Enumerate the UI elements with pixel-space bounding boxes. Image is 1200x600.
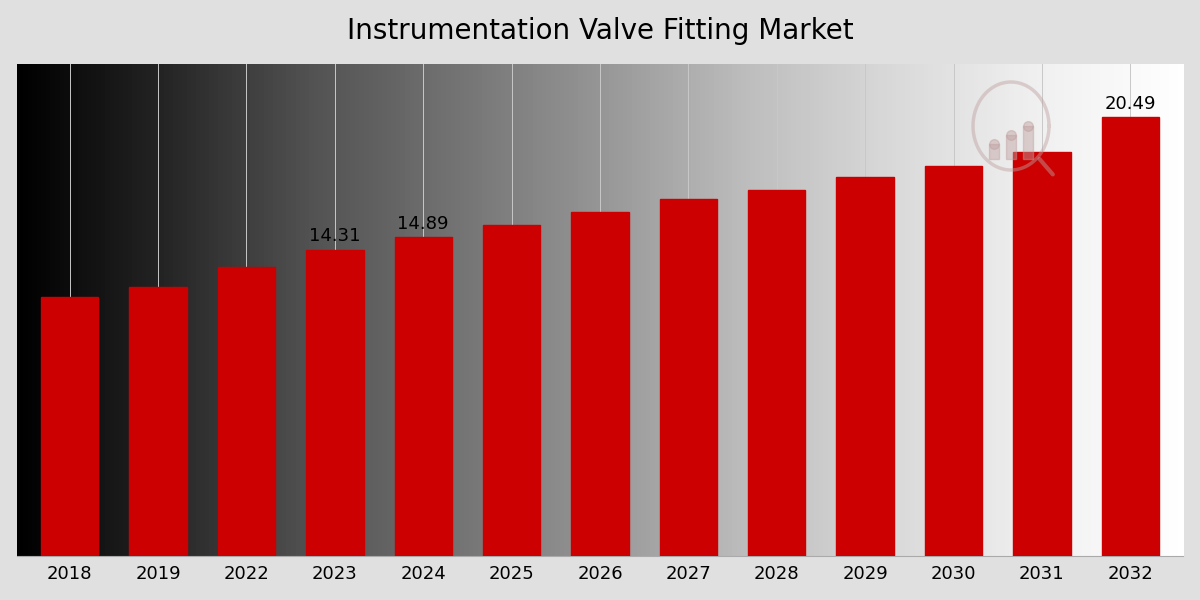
Bar	[130, 287, 187, 556]
Bar	[482, 225, 540, 556]
Bar	[1102, 118, 1159, 556]
Bar	[217, 267, 275, 556]
Text: 20.49: 20.49	[1104, 95, 1156, 113]
Bar	[1022, 126, 1033, 159]
Bar	[925, 166, 983, 556]
Bar	[41, 297, 98, 556]
Bar	[836, 177, 894, 556]
Bar	[571, 212, 629, 556]
Bar	[306, 250, 364, 556]
Text: 14.89: 14.89	[397, 215, 449, 233]
Bar	[989, 143, 1000, 159]
Bar	[395, 237, 452, 556]
Bar	[1006, 135, 1016, 159]
Text: 14.31: 14.31	[310, 227, 360, 245]
Bar	[1013, 152, 1070, 556]
Bar	[660, 199, 718, 556]
Bar	[748, 190, 805, 556]
Title: Instrumentation Valve Fitting Market: Instrumentation Valve Fitting Market	[347, 17, 853, 44]
